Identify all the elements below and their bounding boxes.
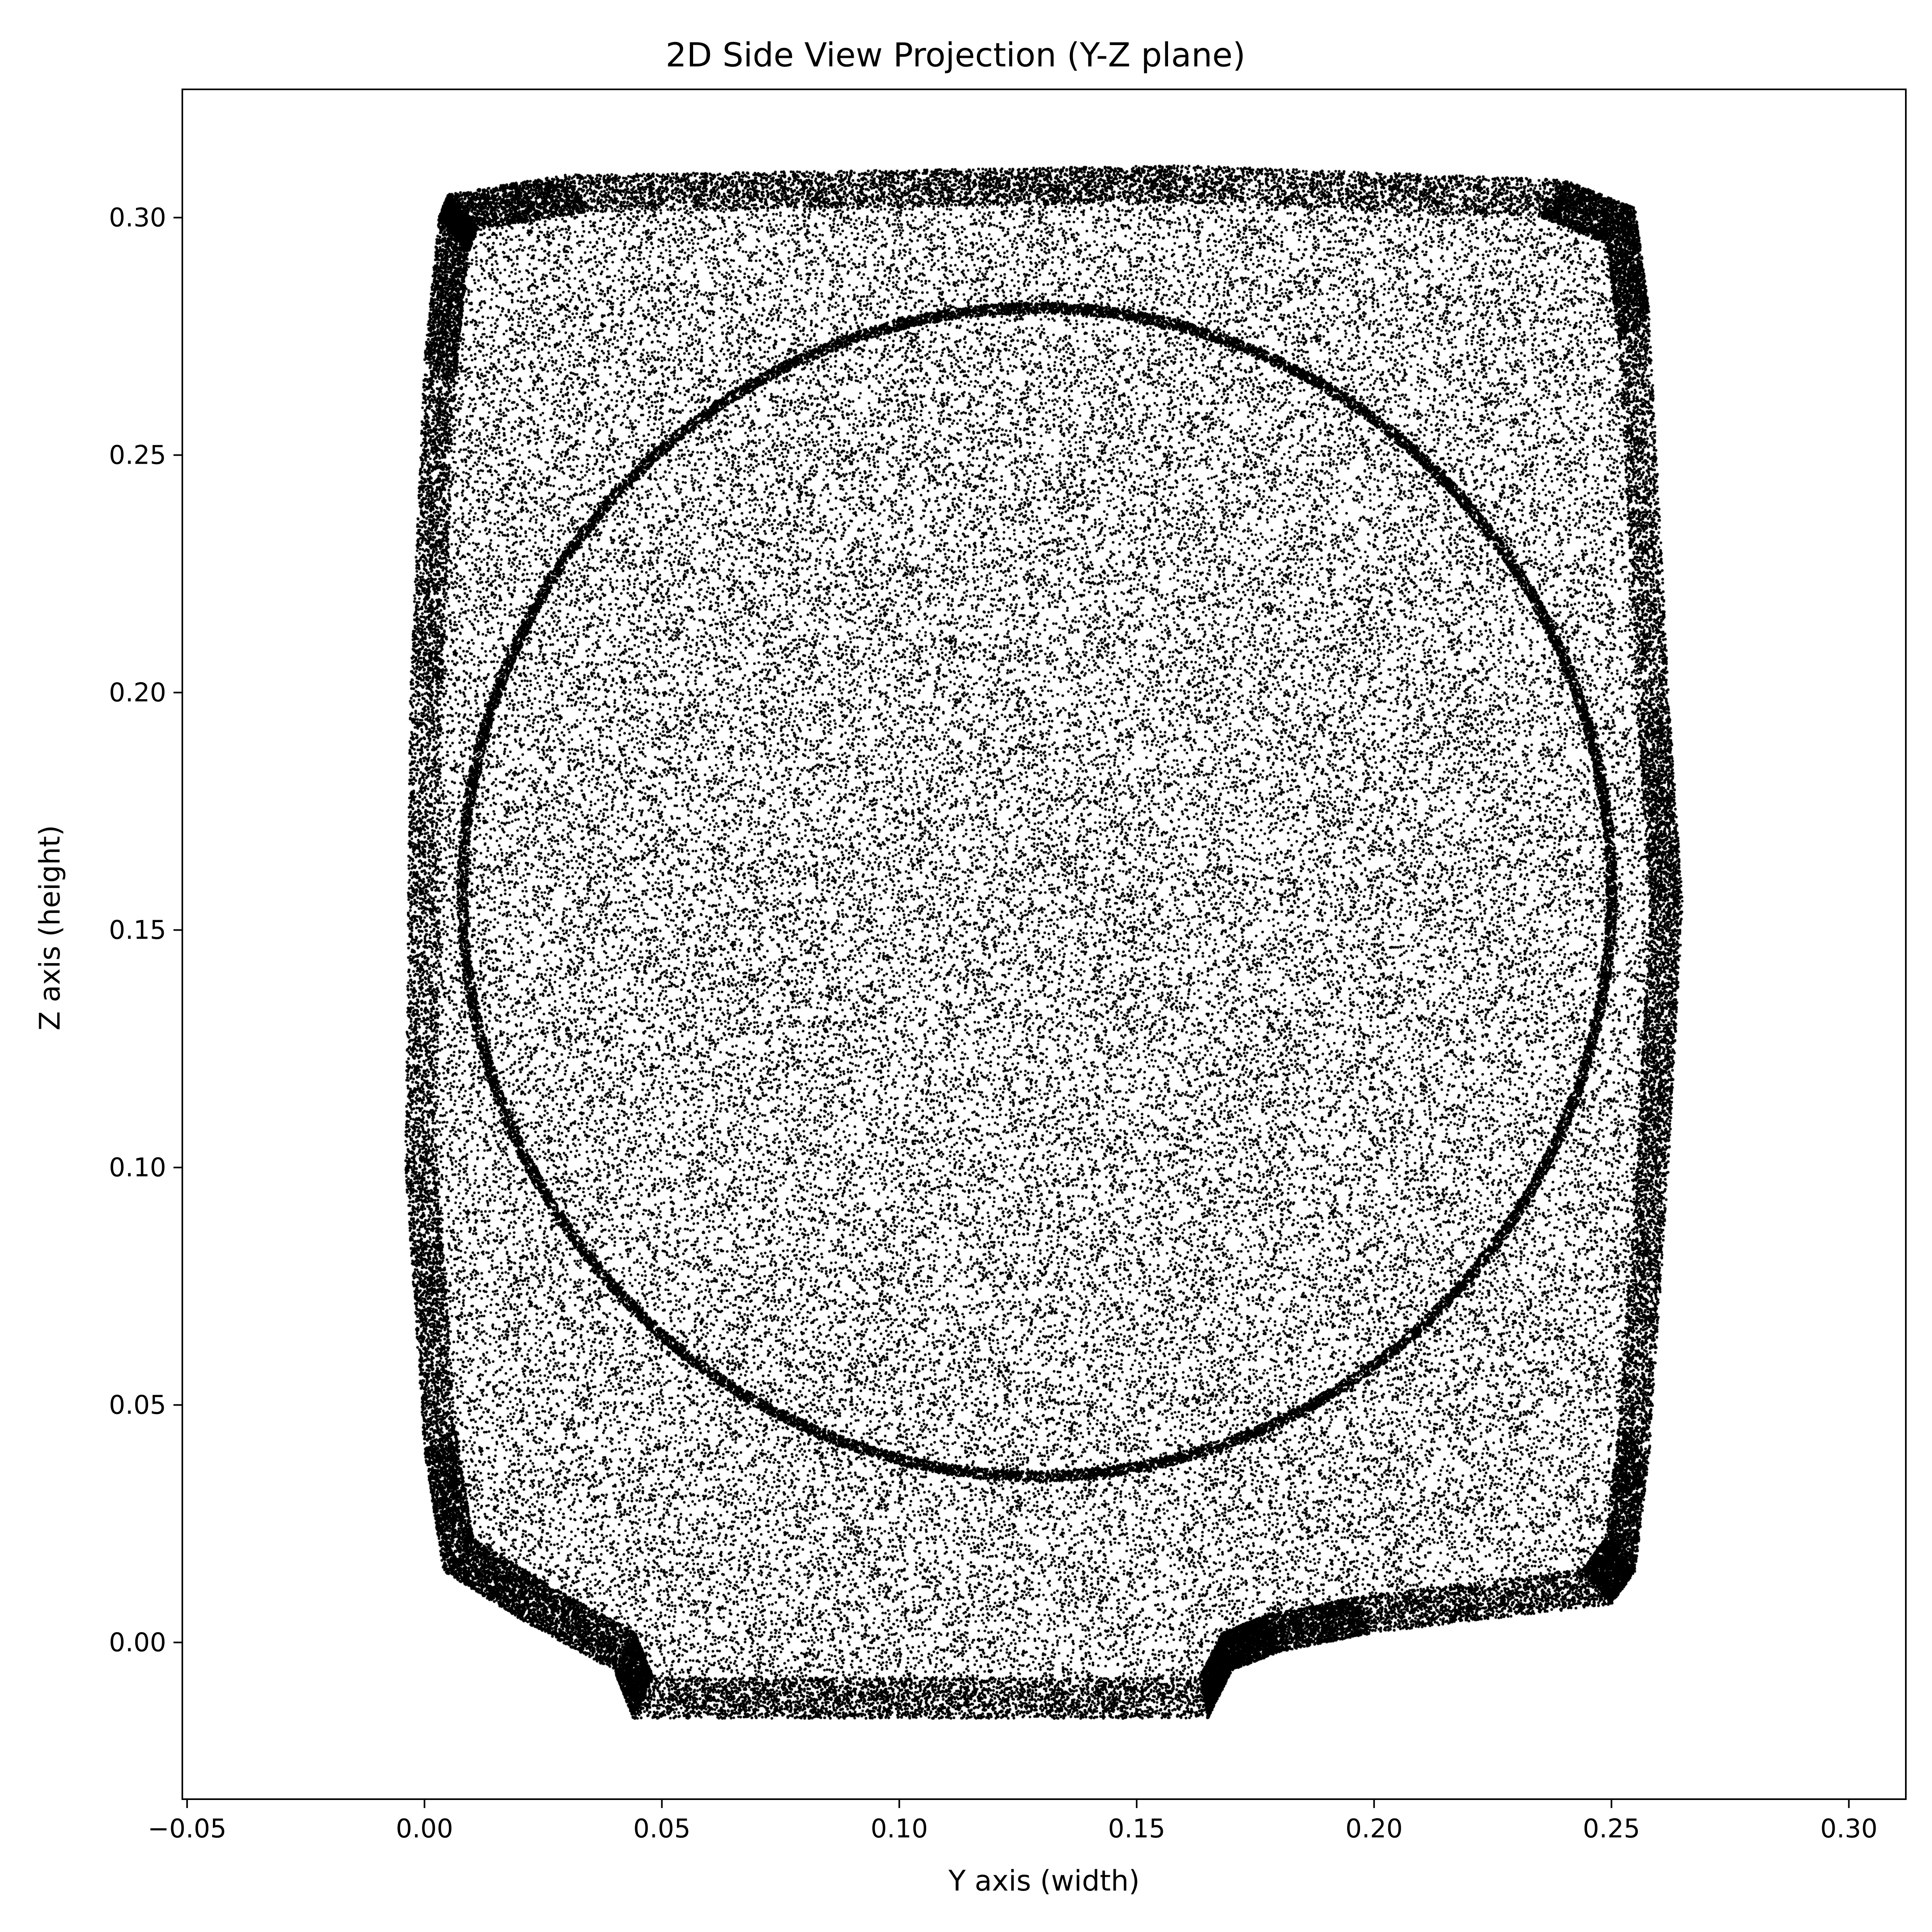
y-axis-label: Z axis (height) [33,825,66,1030]
y-tick-label: 0.30 [109,203,167,233]
chart-title: 2D Side View Projection (Y-Z plane) [666,36,1246,74]
x-tick-label: 0.10 [871,1814,928,1844]
x-axis: −0.05 0.00 0.05 0.10 0.15 0.20 0.25 0.30 [148,1799,1878,1844]
y-tick-label: 0.10 [109,1153,167,1183]
plot-area [182,89,1906,1799]
y-tick-label: 0.20 [109,678,167,708]
y-tick-label: 0.15 [109,916,167,945]
y-tick-label: 0.00 [109,1628,167,1658]
x-tick-label: 0.05 [633,1814,691,1844]
x-tick-label: 0.20 [1346,1814,1403,1844]
x-tick-label: 0.30 [1820,1814,1878,1844]
x-tick-label: 0.25 [1583,1814,1640,1844]
x-tick-label: −0.05 [148,1814,227,1844]
x-axis-label: Y axis (width) [948,1864,1139,1897]
plot-frame [182,89,1907,1800]
x-tick-label: 0.00 [396,1814,453,1844]
scatter-points [182,89,1906,1799]
y-tick-label: 0.25 [109,441,167,471]
y-axis: 0.00 0.05 0.10 0.15 0.20 0.25 0.30 [109,203,182,1658]
x-tick-label: 0.15 [1108,1814,1166,1844]
y-tick-label: 0.05 [109,1391,167,1420]
